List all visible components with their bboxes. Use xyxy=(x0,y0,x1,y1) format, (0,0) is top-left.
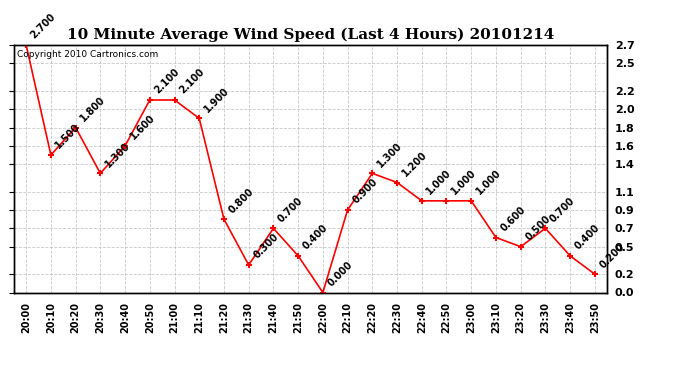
Text: 0.400: 0.400 xyxy=(301,223,330,252)
Text: 2.100: 2.100 xyxy=(152,67,181,96)
Text: 0.800: 0.800 xyxy=(227,186,255,215)
Text: 1.500: 1.500 xyxy=(54,122,83,151)
Text: 1.800: 1.800 xyxy=(79,94,107,123)
Text: 0.700: 0.700 xyxy=(548,195,577,224)
Text: 0.400: 0.400 xyxy=(573,223,602,252)
Text: 0.200: 0.200 xyxy=(598,241,627,270)
Text: 0.500: 0.500 xyxy=(524,214,552,243)
Text: 0.600: 0.600 xyxy=(499,204,528,233)
Text: 0.000: 0.000 xyxy=(326,260,355,288)
Text: 0.300: 0.300 xyxy=(251,232,280,261)
Text: 1.900: 1.900 xyxy=(202,86,231,114)
Text: 1.600: 1.600 xyxy=(128,113,157,142)
Text: 1.000: 1.000 xyxy=(449,168,478,196)
Text: 2.100: 2.100 xyxy=(177,67,206,96)
Text: 2.700: 2.700 xyxy=(29,12,58,41)
Text: 1.300: 1.300 xyxy=(103,140,132,169)
Text: 1.200: 1.200 xyxy=(400,150,428,178)
Text: 0.900: 0.900 xyxy=(351,177,380,206)
Text: 1.300: 1.300 xyxy=(375,140,404,169)
Text: 1.000: 1.000 xyxy=(424,168,453,196)
Text: 1.000: 1.000 xyxy=(474,168,503,196)
Text: 0.700: 0.700 xyxy=(276,195,305,224)
Title: 10 Minute Average Wind Speed (Last 4 Hours) 20101214: 10 Minute Average Wind Speed (Last 4 Hou… xyxy=(67,28,554,42)
Text: Copyright 2010 Cartronics.com: Copyright 2010 Cartronics.com xyxy=(17,50,158,59)
